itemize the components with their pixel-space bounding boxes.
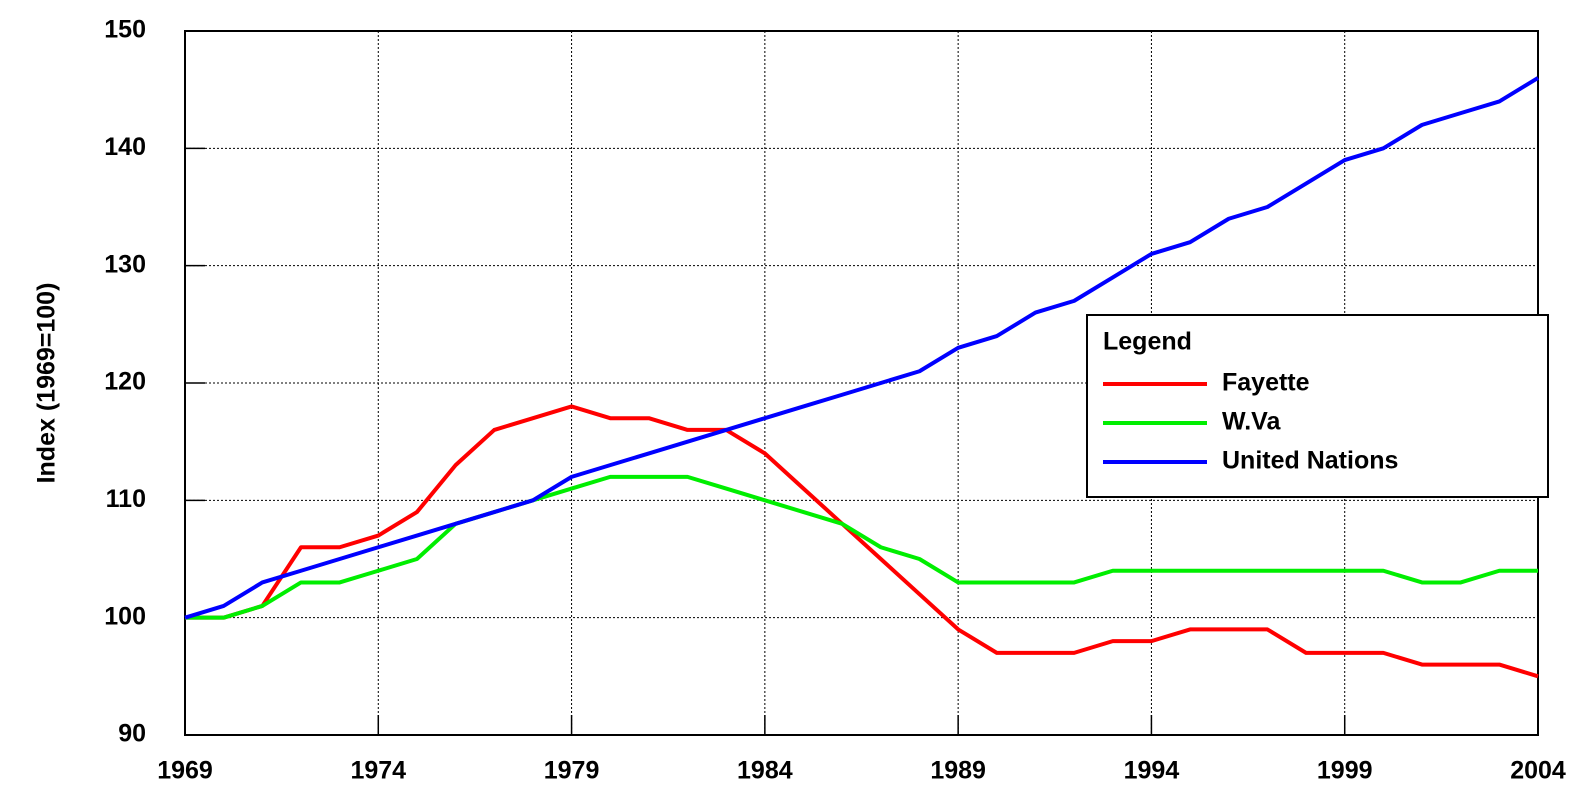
series-line <box>185 404 1539 679</box>
legend-label: United Nations <box>1222 447 1398 475</box>
y-tick-label: 120 <box>104 368 146 396</box>
series-line <box>184 76 1540 620</box>
y-tick-label: 110 <box>106 485 146 513</box>
legend-label: W.Va <box>1222 408 1281 436</box>
x-tick-label: 1979 <box>544 757 600 785</box>
x-tick-label: 1974 <box>350 757 406 785</box>
legend-title: Legend <box>1103 328 1192 356</box>
x-tick-label: 1994 <box>1124 757 1180 785</box>
series-line <box>185 474 1538 620</box>
y-axis-label: Index (1969=100) <box>33 283 61 484</box>
y-tick-label: 150 <box>104 16 146 44</box>
y-tick-label: 90 <box>118 720 146 748</box>
x-tick-label: 2004 <box>1510 757 1566 785</box>
y-tick-label: 140 <box>104 133 146 161</box>
legend-box <box>1086 314 1549 498</box>
y-tick-label: 100 <box>104 602 146 630</box>
x-tick-label: 1989 <box>930 757 986 785</box>
x-tick-label: 1999 <box>1317 757 1373 785</box>
legend-label: Fayette <box>1222 369 1310 397</box>
x-tick-label: 1969 <box>157 757 213 785</box>
y-tick-label: 130 <box>104 250 146 278</box>
x-tick-label: 1984 <box>737 757 793 785</box>
